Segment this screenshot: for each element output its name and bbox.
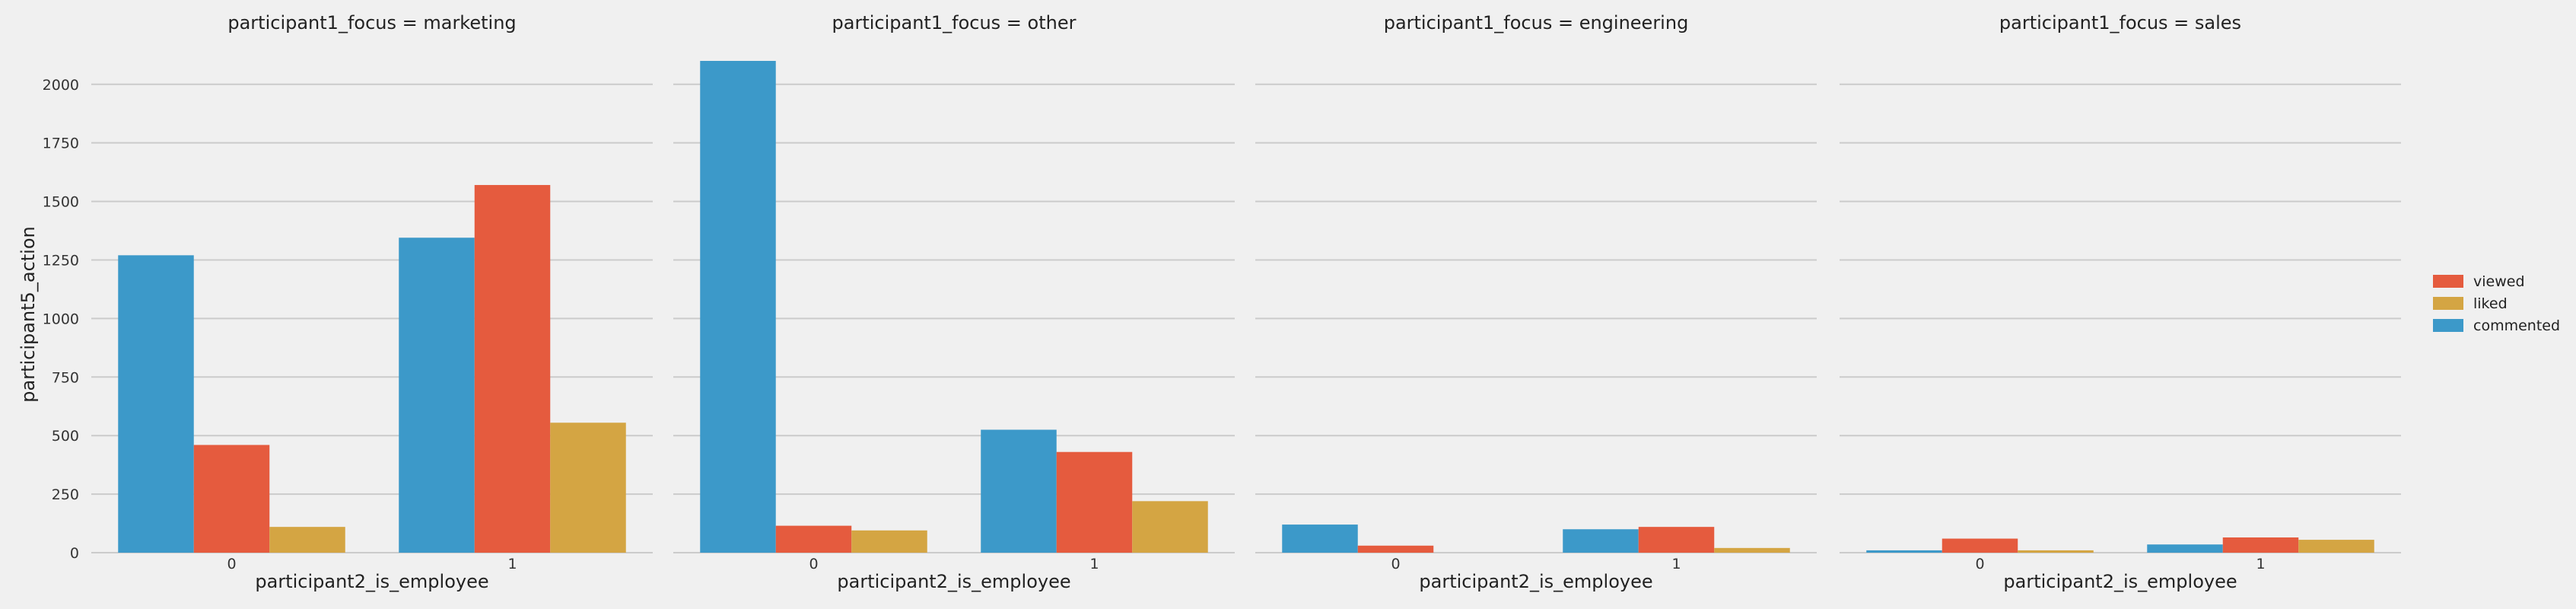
bar-commented xyxy=(700,61,776,553)
bar-liked xyxy=(2298,540,2374,553)
y-tick-label: 0 xyxy=(70,545,79,562)
y-tick-label: 1000 xyxy=(43,311,79,327)
x-tick-label: 0 xyxy=(809,556,818,572)
bar-viewed xyxy=(1942,538,2018,553)
bar-viewed xyxy=(1056,451,1133,553)
legend: viewed liked commented xyxy=(2433,273,2560,334)
x-tick-label: 1 xyxy=(2256,556,2265,572)
x-axis-label: participant2_is_employee xyxy=(1419,571,1652,592)
bar-viewed xyxy=(193,445,270,553)
y-tick-label: 500 xyxy=(52,428,79,445)
legend-swatch-liked xyxy=(2433,297,2463,310)
x-axis-label: participant2_is_employee xyxy=(255,571,488,592)
bar-commented xyxy=(118,255,194,553)
bar-liked xyxy=(851,530,927,553)
x-tick-label: 1 xyxy=(1089,556,1099,572)
y-tick-label: 1500 xyxy=(43,194,79,211)
y-tick-label: 1750 xyxy=(43,136,79,152)
legend-swatch-commented xyxy=(2433,319,2463,332)
y-axis-label: participant5_action xyxy=(17,226,39,402)
bar-commented xyxy=(981,429,1057,553)
facet-panel-0: 0 250 500 750 1000 1250 1500 1750 2000 participan… xyxy=(43,12,653,592)
bar-viewed xyxy=(775,525,852,553)
bar-liked xyxy=(550,422,626,553)
x-tick-label: 0 xyxy=(227,556,236,572)
x-tick-label: 0 xyxy=(1391,556,1400,572)
facets-group: 025050075010001250150017502000participan… xyxy=(43,12,2401,592)
legend-swatch-viewed xyxy=(2433,275,2463,288)
facet-title: participant1_focus = other xyxy=(832,12,1077,33)
facet-title: participant1_focus = sales xyxy=(1999,12,2241,33)
legend-label: commented xyxy=(2473,317,2560,334)
x-axis-label: participant2_is_employee xyxy=(2003,571,2237,592)
y-tick-label: 250 xyxy=(52,486,79,503)
bar-viewed xyxy=(474,185,551,553)
bar-viewed xyxy=(1638,527,1715,553)
bar-liked xyxy=(269,527,345,553)
legend-label: viewed xyxy=(2473,273,2525,290)
facet-title: participant1_focus = engineering xyxy=(1384,12,1689,33)
facet-panel-3: participant1_focus = sales 0 1 participant2… xyxy=(1840,12,2401,592)
y-tick-label: 2000 xyxy=(43,77,79,94)
x-tick-label: 1 xyxy=(507,556,517,572)
x-tick-label: 0 xyxy=(1975,556,1984,572)
y-tick-label: 750 xyxy=(52,369,79,386)
facet-panel-1: participant1_focus = other 0 1 participant2… xyxy=(673,12,1235,592)
bar-liked xyxy=(1132,501,1208,553)
x-tick-label: 1 xyxy=(1671,556,1681,572)
x-axis-label: participant2_is_employee xyxy=(837,571,1070,592)
bar-liked xyxy=(2018,550,2094,553)
bar-commented xyxy=(2147,544,2223,553)
bar-commented xyxy=(399,238,475,553)
facet-title: participant1_focus = marketing xyxy=(227,12,516,33)
bar-commented xyxy=(1563,529,1639,553)
bar-liked xyxy=(1714,547,1790,553)
bar-viewed xyxy=(2222,537,2299,553)
facet-panel-2: participant1_focus = engineering 0 1 partic… xyxy=(1255,12,1817,592)
bar-commented xyxy=(1866,550,1942,553)
bar-commented xyxy=(1282,525,1358,553)
bar-viewed xyxy=(1357,545,1434,553)
legend-label: liked xyxy=(2473,295,2508,312)
y-tick-label: 1250 xyxy=(43,252,79,269)
